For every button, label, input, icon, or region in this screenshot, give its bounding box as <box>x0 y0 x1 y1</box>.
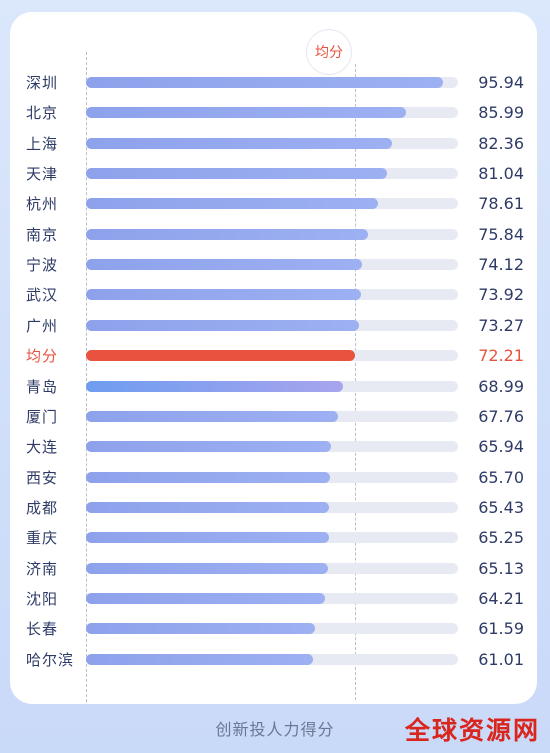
category-label: 长春 <box>26 620 59 639</box>
value-label: 81.04 <box>478 164 524 184</box>
value-label: 73.27 <box>478 315 524 335</box>
value-label: 85.99 <box>478 103 524 123</box>
x-axis-label: 创新投人力得分 <box>215 720 335 739</box>
bar <box>86 289 361 301</box>
category-label: 济南 <box>26 559 59 578</box>
category-label: 广州 <box>26 316 59 335</box>
bar-row: 广州 73.27 <box>10 311 537 341</box>
value-label: 82.36 <box>478 133 524 153</box>
bar-row: 均分 72.21 <box>10 341 537 371</box>
bar <box>86 653 313 665</box>
bar <box>86 350 355 362</box>
bar-row: 哈尔滨 61.01 <box>10 645 537 675</box>
bar-row: 重庆 65.25 <box>10 523 537 553</box>
bar <box>86 410 339 422</box>
value-label: 73.92 <box>478 285 524 305</box>
category-label: 均分 <box>26 347 59 366</box>
bar <box>86 77 443 88</box>
bar <box>86 562 329 574</box>
category-label: 宁波 <box>26 256 59 275</box>
category-label: 哈尔滨 <box>26 650 75 669</box>
value-label: 61.01 <box>478 649 524 669</box>
bar-row: 沈阳 64.21 <box>10 584 537 614</box>
bar-row: 宁波 74.12 <box>10 250 537 280</box>
bar <box>86 471 331 483</box>
bar <box>86 319 359 331</box>
bar <box>86 380 343 392</box>
category-label: 杭州 <box>26 195 59 214</box>
value-label: 95.94 <box>478 73 524 92</box>
bar-row: 杭州 78.61 <box>10 189 537 219</box>
category-label: 青岛 <box>26 377 59 396</box>
bar <box>86 532 329 544</box>
bar-row: 济南 65.13 <box>10 554 537 584</box>
bar-row: 天津 81.04 <box>10 159 537 189</box>
category-label: 大连 <box>26 438 59 457</box>
bar-row: 西安 65.70 <box>10 463 537 493</box>
value-label: 68.99 <box>478 376 524 396</box>
value-label: 75.84 <box>478 224 524 244</box>
category-label: 厦门 <box>26 407 59 426</box>
category-label: 武汉 <box>26 286 59 305</box>
bar-rows: 深圳 95.94 北京 85.99 上海 82.36 天津 81.04 杭州 78.61 南京 75.… <box>10 12 537 704</box>
bar-row: 长春 61.59 <box>10 614 537 644</box>
category-label: 上海 <box>26 134 59 153</box>
category-label: 重庆 <box>26 529 59 548</box>
value-label: 65.25 <box>478 528 524 548</box>
bar-row: 北京 85.99 <box>10 98 537 128</box>
value-label: 78.61 <box>478 194 524 214</box>
value-label: 65.43 <box>478 497 524 517</box>
bar <box>86 107 406 119</box>
average-badge-label: 均分 <box>315 45 343 61</box>
bar <box>86 259 362 271</box>
bar <box>86 592 325 604</box>
category-label: 北京 <box>26 104 59 123</box>
bar-row: 成都 65.43 <box>10 493 537 523</box>
bar <box>86 623 316 635</box>
value-label: 72.21 <box>478 346 524 366</box>
category-label: 天津 <box>26 165 59 184</box>
value-label: 65.70 <box>478 467 524 487</box>
bar <box>86 137 393 149</box>
left-guide-line <box>86 52 87 702</box>
bar <box>86 441 332 453</box>
bar-row: 南京 75.84 <box>10 220 537 250</box>
category-label: 深圳 <box>26 74 59 92</box>
average-badge: 均分 <box>306 29 352 75</box>
chart-card: 均分 深圳 95.94 北京 85.99 上海 82.36 天津 81.04 杭州 78.61 南京… <box>10 12 537 704</box>
value-label: 74.12 <box>478 255 524 275</box>
value-label: 67.76 <box>478 406 524 426</box>
brand-watermark: 全球资源网 <box>404 716 540 745</box>
value-label: 65.13 <box>478 558 524 578</box>
bar-row: 大连 65.94 <box>10 432 537 462</box>
bar-row: 武汉 73.92 <box>10 280 537 310</box>
value-label: 61.59 <box>478 619 524 639</box>
value-label: 65.94 <box>478 437 524 457</box>
value-label: 64.21 <box>478 588 524 608</box>
bar-row: 深圳 95.94 <box>10 68 537 98</box>
category-label: 南京 <box>26 225 59 244</box>
bar <box>86 501 330 513</box>
bar-row: 上海 82.36 <box>10 129 537 159</box>
bar <box>86 228 369 240</box>
bar-row: 厦门 67.76 <box>10 402 537 432</box>
category-label: 成都 <box>26 498 59 517</box>
bar-row: 青岛 68.99 <box>10 372 537 402</box>
bar <box>86 168 388 180</box>
category-label: 西安 <box>26 468 59 487</box>
bar <box>86 198 379 210</box>
category-label: 沈阳 <box>26 589 59 608</box>
